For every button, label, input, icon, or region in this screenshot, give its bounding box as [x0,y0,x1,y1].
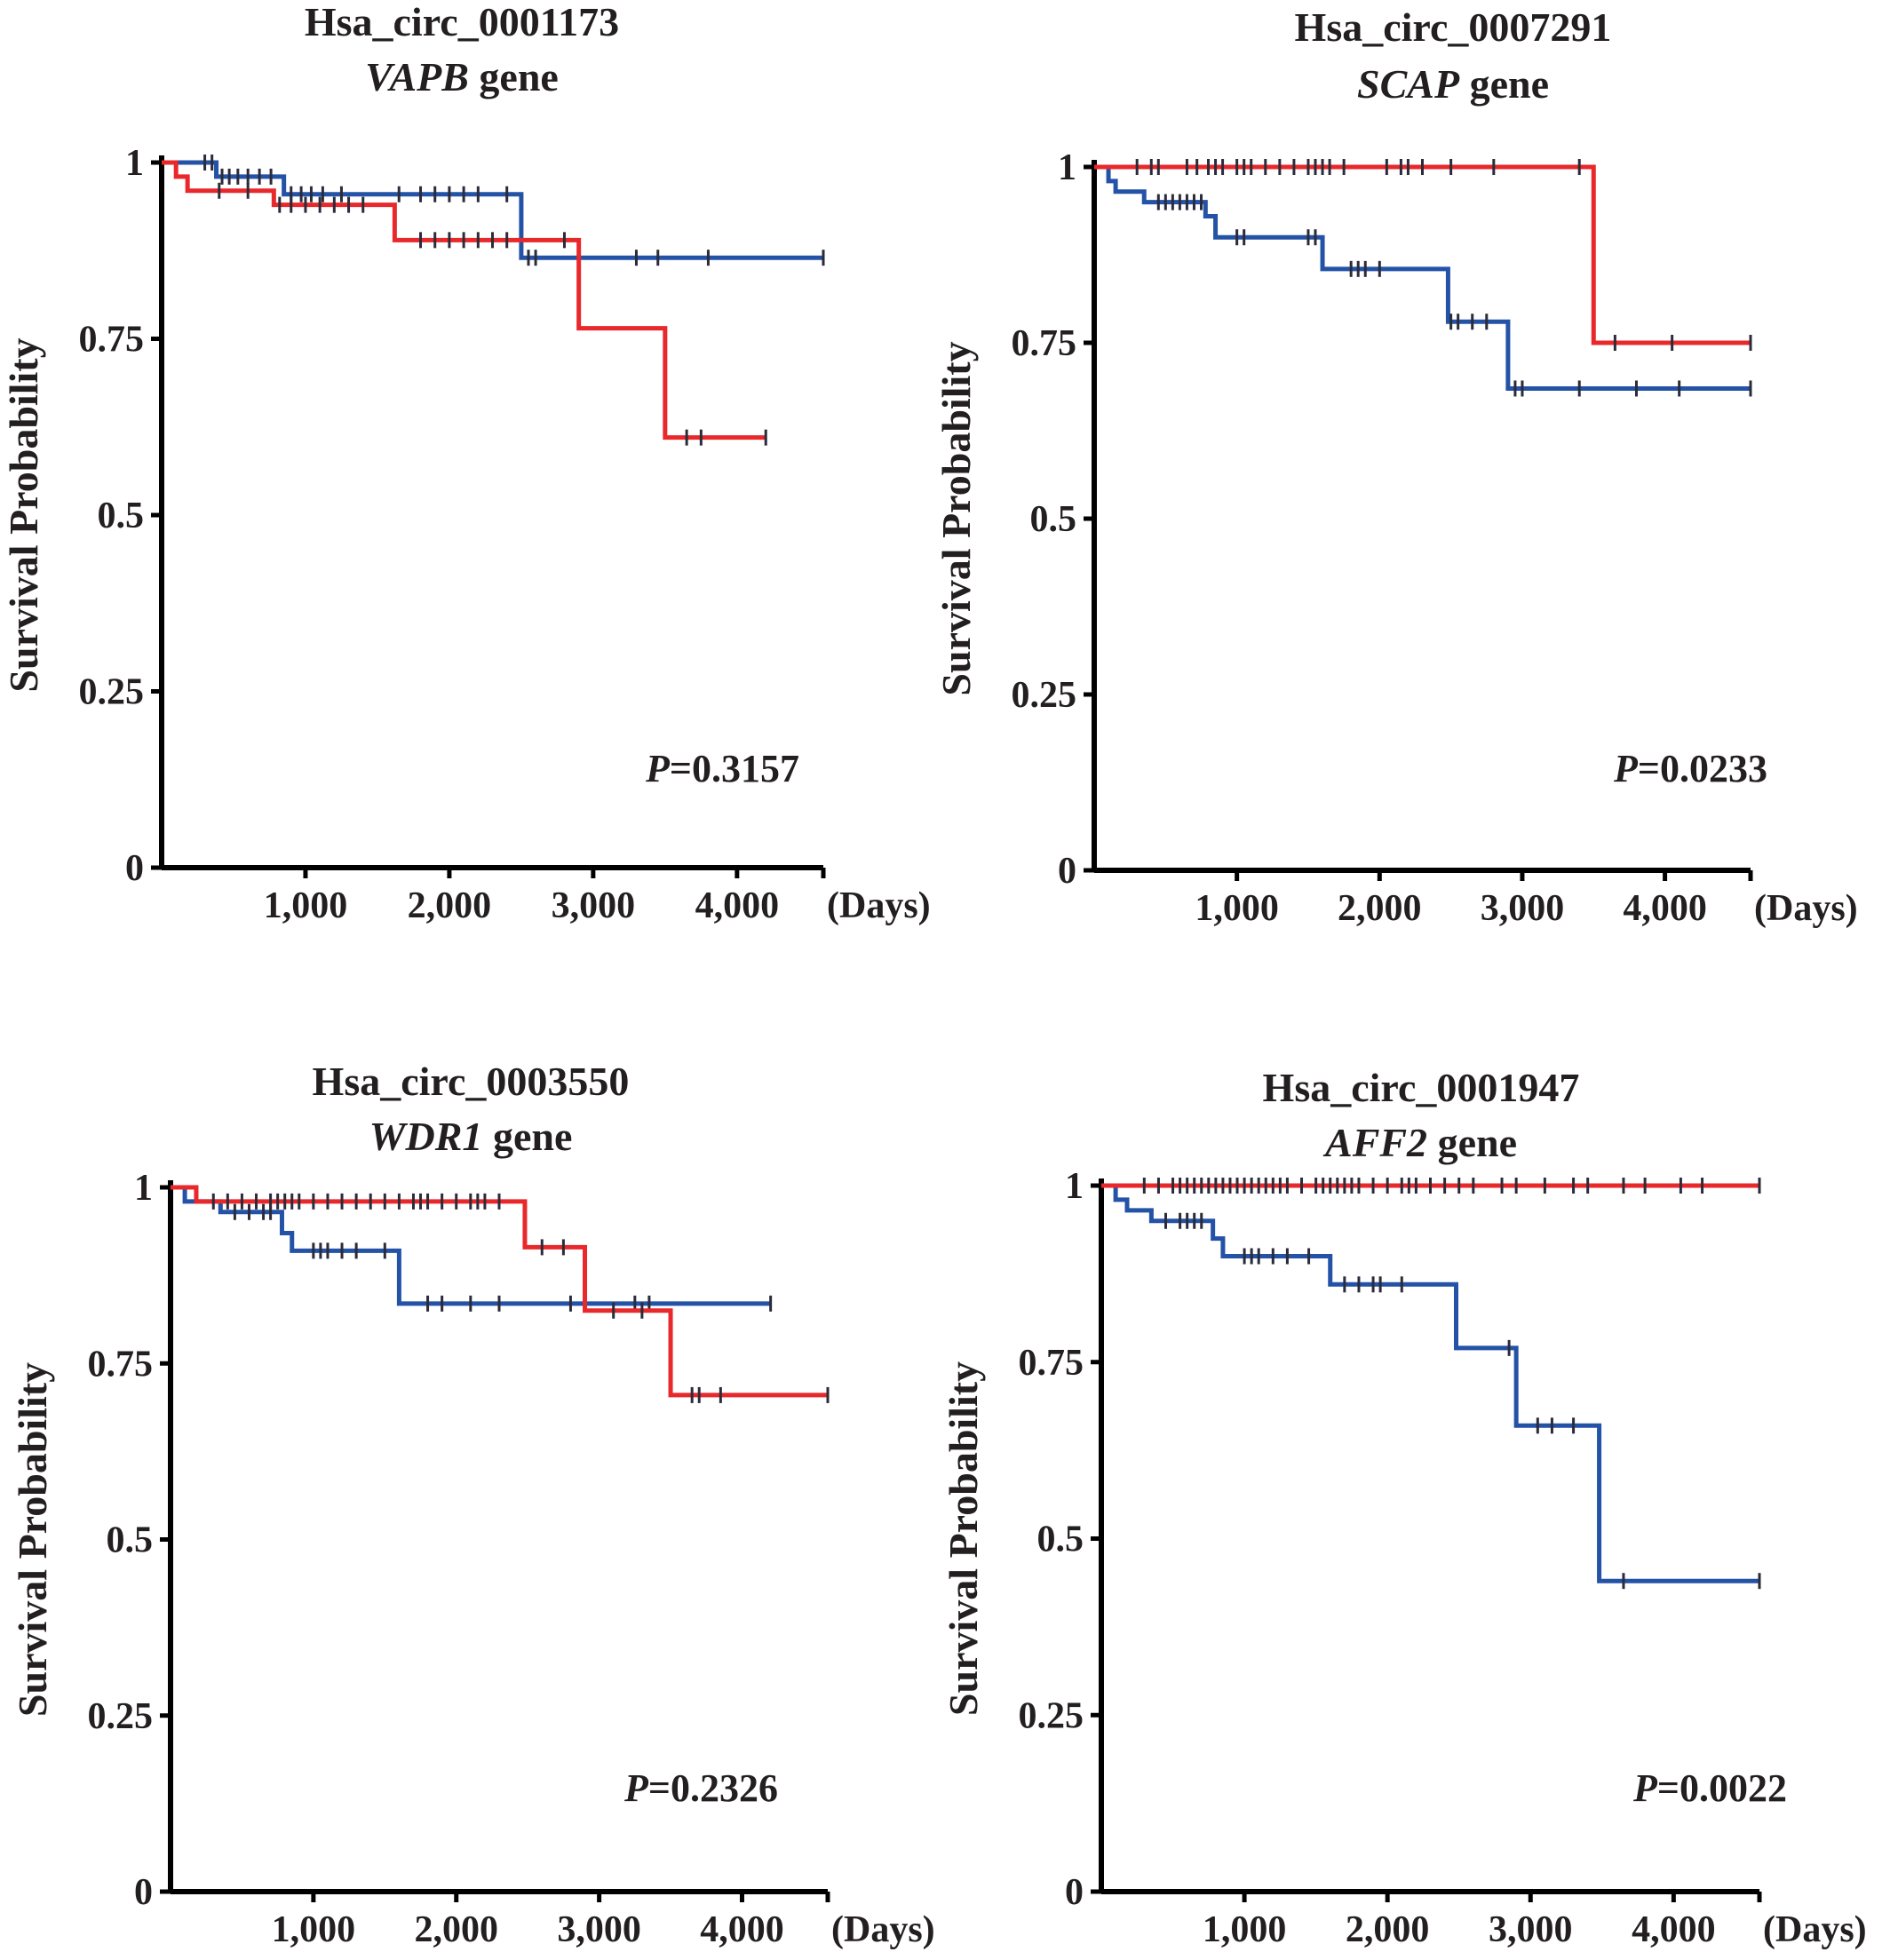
survival-curve-low [1094,164,1751,391]
x-axis-unit: (Days) [1754,888,1858,929]
y-tick-label: 0.25 [88,1696,154,1737]
x-tick-label: 2,000 [1338,888,1422,929]
survival-curve-high [1094,164,1751,345]
p-value: P=0.0233 [1613,747,1767,790]
x-tick-label: 3,000 [557,1909,641,1950]
y-tick-label: 1 [134,1168,153,1209]
y-tick-label: 0 [1065,1872,1084,1913]
chart-subtitle: VAPB gene [365,54,559,99]
p-value: P=0.2326 [623,1766,778,1810]
x-tick-label: 2,000 [408,885,492,926]
survival-curve-low [162,160,823,260]
x-tick-label: 2,000 [1346,1909,1430,1950]
chart-subtitle: SCAP gene [1357,61,1549,107]
y-tick-label: 0.75 [1012,323,1077,364]
x-tick-label: 4,000 [1623,888,1707,929]
y-tick-label: 1 [1065,1166,1084,1207]
y-tick-label: 0.5 [1030,499,1077,540]
p-value-number: =0.2326 [648,1766,778,1810]
p-value-number: =0.0022 [1657,1766,1787,1810]
x-tick-label: 3,000 [1489,1909,1573,1950]
p-value-symbol: P [623,1766,649,1810]
y-tick-label: 0 [125,848,144,889]
x-tick-label: 2,000 [414,1909,498,1950]
p-value-symbol: P [645,747,671,790]
y-axis-label: Survival Probability [10,1362,55,1717]
y-tick-label: 0.75 [88,1344,154,1385]
p-value: P=0.0022 [1632,1766,1787,1810]
x-tick-label: 1,000 [264,885,348,926]
p-value-number: =0.3157 [670,747,799,790]
y-tick-label: 1 [125,143,144,184]
gene-name: VAPB [365,54,469,99]
chart-title: Hsa_circ_0003550 [313,1059,630,1104]
x-tick-label: 1,000 [272,1909,356,1950]
y-tick-label: 0.5 [107,1520,154,1561]
survival-curve-low [1101,1183,1759,1583]
p-value-symbol: P [1613,747,1639,790]
gene-suffix: gene [1427,1120,1517,1165]
chart-subtitle: AFF2 gene [1322,1120,1517,1165]
y-tick-label: 0.25 [1019,1695,1084,1736]
x-tick-label: 1,000 [1195,888,1279,929]
km-panel-3: Hsa_circ_0003550 WDR1 gene Survival Probab… [10,1059,935,1950]
y-tick-label: 0.75 [79,320,145,361]
x-axis-unit: (Days) [1763,1909,1867,1950]
y-axis-label: Survival Probability [941,1361,986,1716]
chart-subtitle: WDR1 gene [369,1114,573,1159]
gene-name: WDR1 [369,1114,483,1159]
p-value-number: =0.0233 [1638,747,1767,790]
x-tick-label: 3,000 [1481,888,1565,929]
x-tick-label: 1,000 [1203,1909,1287,1950]
x-tick-label: 4,000 [695,885,780,926]
y-tick-label: 0.25 [79,672,145,713]
chart-title: Hsa_circ_0007291 [1295,4,1612,50]
y-tick-label: 0.5 [98,496,145,536]
y-tick-label: 1 [1058,147,1076,188]
gene-suffix: gene [469,54,559,99]
survival-curve-low [171,1185,771,1306]
km-panel-2: Hsa_circ_0007291 SCAP gene Survival Probab… [933,4,1858,929]
chart-title: Hsa_circ_0001947 [1263,1065,1580,1110]
y-tick-label: 0 [134,1872,153,1913]
x-tick-label: 4,000 [700,1909,784,1950]
gene-name: AFF2 [1322,1120,1427,1165]
p-value-symbol: P [1632,1766,1658,1810]
p-value: P=0.3157 [645,747,799,790]
survival-curve-high [162,160,766,440]
y-axis-label: Survival Probability [933,341,979,695]
x-axis-unit: (Days) [827,885,931,926]
gene-name: SCAP [1357,61,1460,107]
km-panel-4: Hsa_circ_0001947 AFF2 gene Survival Probab… [941,1065,1867,1950]
survival-curve-high [171,1185,828,1398]
gene-suffix: gene [482,1114,572,1159]
y-axis-label: Survival Probability [1,337,46,692]
chart-title: Hsa_circ_0001173 [305,0,619,44]
km-panel-1: Hsa_circ_0001173 VAPB gene Survival Probab… [1,0,931,926]
y-tick-label: 0 [1058,851,1076,892]
y-tick-label: 0.5 [1037,1520,1084,1560]
x-axis-unit: (Days) [831,1909,935,1950]
y-tick-label: 0.25 [1012,675,1077,716]
gene-suffix: gene [1459,61,1549,107]
y-tick-label: 0.75 [1019,1343,1084,1384]
x-tick-label: 4,000 [1632,1909,1716,1950]
x-tick-label: 3,000 [552,885,636,926]
